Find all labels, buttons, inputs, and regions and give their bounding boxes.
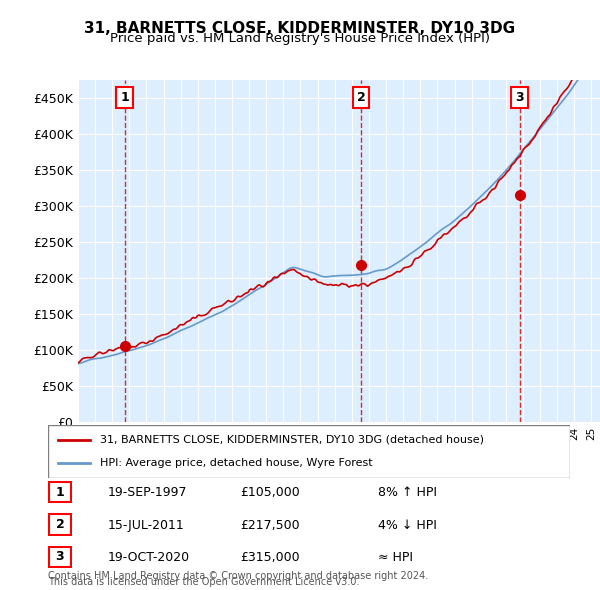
- FancyBboxPatch shape: [49, 547, 71, 567]
- Text: HPI: Average price, detached house, Wyre Forest: HPI: Average price, detached house, Wyre…: [100, 458, 373, 468]
- Text: 31, BARNETTS CLOSE, KIDDERMINSTER, DY10 3DG: 31, BARNETTS CLOSE, KIDDERMINSTER, DY10 …: [85, 21, 515, 35]
- Text: 31, BARNETTS CLOSE, KIDDERMINSTER, DY10 3DG (detached house): 31, BARNETTS CLOSE, KIDDERMINSTER, DY10 …: [100, 435, 484, 445]
- Text: 1: 1: [56, 486, 64, 499]
- Text: 2: 2: [56, 518, 64, 531]
- Text: 8% ↑ HPI: 8% ↑ HPI: [378, 486, 437, 499]
- FancyBboxPatch shape: [49, 482, 71, 502]
- Text: £217,500: £217,500: [240, 519, 299, 532]
- Text: Price paid vs. HM Land Registry's House Price Index (HPI): Price paid vs. HM Land Registry's House …: [110, 32, 490, 45]
- Text: 2: 2: [357, 91, 365, 104]
- Text: 1: 1: [120, 91, 129, 104]
- Text: 19-OCT-2020: 19-OCT-2020: [108, 551, 190, 564]
- Text: 3: 3: [515, 91, 524, 104]
- FancyBboxPatch shape: [48, 425, 570, 478]
- Text: £315,000: £315,000: [240, 551, 299, 564]
- Text: 4% ↓ HPI: 4% ↓ HPI: [378, 519, 437, 532]
- Text: This data is licensed under the Open Government Licence v3.0.: This data is licensed under the Open Gov…: [48, 577, 359, 587]
- Text: Contains HM Land Registry data © Crown copyright and database right 2024.: Contains HM Land Registry data © Crown c…: [48, 571, 428, 581]
- Text: ≈ HPI: ≈ HPI: [378, 551, 413, 564]
- Text: 19-SEP-1997: 19-SEP-1997: [108, 486, 187, 499]
- Text: 15-JUL-2011: 15-JUL-2011: [108, 519, 185, 532]
- Text: 3: 3: [56, 550, 64, 563]
- FancyBboxPatch shape: [49, 514, 71, 535]
- Text: £105,000: £105,000: [240, 486, 300, 499]
